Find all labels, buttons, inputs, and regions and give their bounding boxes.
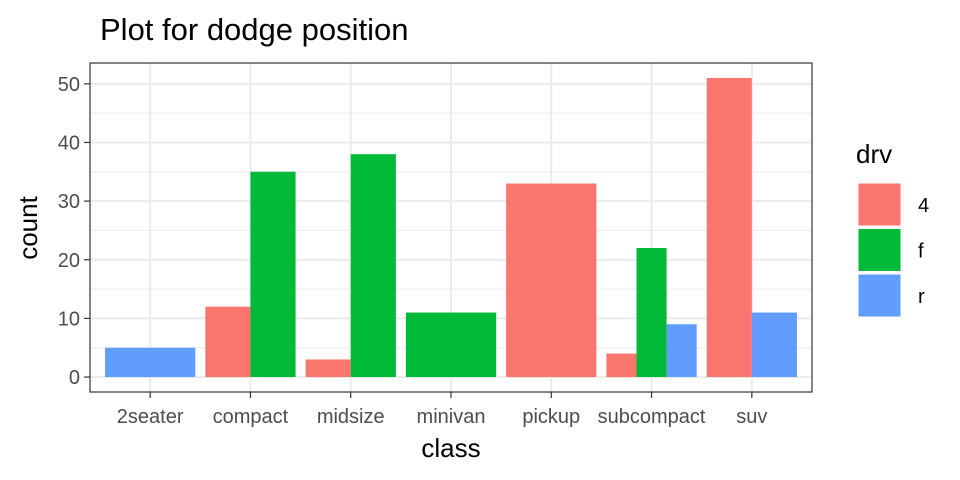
chart-title: Plot for dodge position <box>100 12 409 47</box>
x-tick-label: midsize <box>317 406 385 428</box>
x-axis-title: class <box>421 433 480 463</box>
bar-suv-r <box>751 312 797 378</box>
bar-compact-4 <box>205 306 251 378</box>
bar-midsize-4 <box>305 359 351 378</box>
y-axis-title: count <box>13 195 43 259</box>
bar-2seater-r <box>105 347 196 378</box>
bar-subcompact-4 <box>606 353 637 378</box>
legend-label: r <box>918 286 925 308</box>
y-tick-label: 40 <box>58 132 80 154</box>
legend-key <box>857 273 902 318</box>
y-tick-label: 30 <box>58 191 80 213</box>
legend-key <box>857 182 902 227</box>
bar-minivan-f <box>405 312 497 378</box>
x-tick-label: 2seater <box>117 406 184 428</box>
y-tick-label: 0 <box>69 367 80 389</box>
bar-suv-4 <box>706 77 752 378</box>
x-tick-label: subcompact <box>598 406 706 428</box>
x-tick-label: minivan <box>417 406 486 428</box>
bar-pickup-4 <box>506 183 597 378</box>
bars <box>105 77 797 378</box>
legend-label: 4 <box>918 195 929 217</box>
x-axis: 2seater compact midsize minivan pickup subcom… <box>117 392 767 428</box>
y-tick-label: 10 <box>58 308 80 330</box>
legend-title: drv <box>856 139 892 169</box>
y-tick-label: 20 <box>58 250 80 272</box>
x-tick-label: pickup <box>522 406 580 428</box>
legend-label: f <box>918 241 924 263</box>
x-tick-label: suv <box>736 406 767 428</box>
y-axis: 0 10 20 30 40 50 <box>58 74 90 389</box>
y-tick-label: 50 <box>58 74 80 96</box>
x-tick-label: compact <box>213 406 289 428</box>
legend: drv 4 f r <box>856 139 929 318</box>
legend-key <box>857 228 902 272</box>
bar-subcompact-r <box>666 324 697 378</box>
bar-compact-f <box>250 171 296 378</box>
bar-subcompact-f <box>636 248 667 378</box>
bar-midsize-f <box>350 154 396 378</box>
